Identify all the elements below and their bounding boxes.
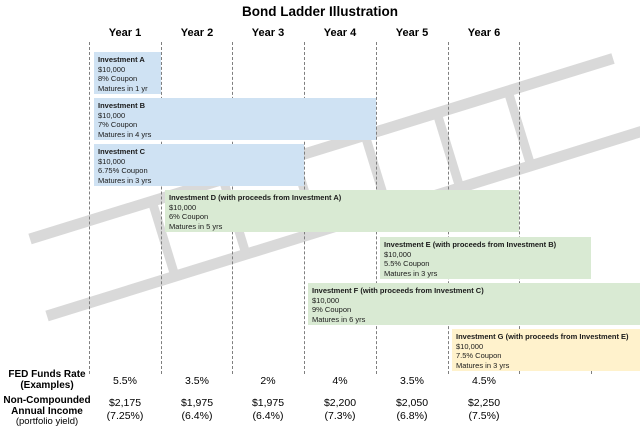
income-yield: (7.5%): [468, 409, 500, 422]
investment-coupon: 7.5% Coupon: [456, 351, 502, 361]
income-yield: (6.8%): [396, 409, 428, 422]
year-header-1: Year 1: [108, 27, 142, 39]
year-header-2: Year 2: [180, 27, 214, 39]
fed-funds-rate-label-line1: FED Funds Rate: [8, 369, 86, 380]
investment-maturity: Matures in 1 yr: [98, 83, 148, 93]
investment-amount: $10,000: [98, 110, 126, 120]
fed-funds-rate-label-line2: (Examples): [20, 379, 74, 391]
year-header-3: Year 3: [251, 27, 285, 39]
investment-coupon: 6.75% Coupon: [98, 166, 148, 176]
investment-title: Investment A: [98, 55, 145, 64]
fed-rate-year-6: 4.5%: [472, 375, 496, 387]
income-yield: (6.4%): [181, 409, 213, 422]
annual-income-label-line3: (portfolio yield): [15, 416, 79, 427]
investment-title: Investment E (with proceeds from Investm…: [384, 240, 557, 249]
fed-rate-year-5: 3.5%: [400, 375, 424, 387]
investment-block-g: Investment G (with proceeds from Investm…: [452, 329, 640, 371]
income-value: $2,200: [323, 397, 357, 409]
income-yield: (6.4%): [252, 409, 284, 422]
income-value: $2,050: [395, 397, 429, 409]
investment-maturity: Matures in 5 yrs: [169, 221, 223, 231]
income-year-4: $2,200 (7.3%): [304, 397, 376, 422]
income-year-2: $1,975 (6.4%): [161, 397, 233, 422]
investment-amount: $10,000: [98, 156, 126, 166]
income-year-1: $2,175 (7.25%): [89, 397, 161, 422]
investment-block-a: Investment A $10,000 8% Coupon Matures i…: [94, 52, 161, 94]
investment-title: Investment B: [98, 101, 146, 110]
investment-maturity: Matures in 6 yrs: [312, 314, 366, 324]
investment-amount: $10,000: [456, 341, 484, 351]
investment-maturity: Matures in 4 yrs: [98, 129, 152, 139]
fed-rate-year-4: 4%: [332, 375, 348, 387]
annual-income-label-line2: Annual Income: [11, 405, 83, 417]
investment-title: Investment D (with proceeds from Investm…: [169, 193, 342, 202]
investment-maturity: Matures in 3 yrs: [98, 175, 152, 185]
income-year-5: $2,050 (6.8%): [376, 397, 448, 422]
year-header-6: Year 6: [467, 27, 501, 39]
investment-block-f: Investment F (with proceeds from Investm…: [308, 283, 640, 325]
ladder-rail-top: [28, 53, 615, 245]
year-header-4: Year 4: [323, 27, 357, 39]
fed-rate-year-2: 3.5%: [185, 375, 209, 387]
income-year-6: $2,250 (7.5%): [448, 397, 520, 422]
income-value: $2,175: [108, 397, 142, 409]
investment-title: Investment F (with proceeds from Investm…: [312, 286, 484, 295]
income-year-3: $1,975 (6.4%): [232, 397, 304, 422]
investment-amount: $10,000: [169, 202, 197, 212]
fed-rate-year-1: 5.5%: [113, 375, 137, 387]
income-value: $2,250: [467, 397, 501, 409]
investment-block-e: Investment E (with proceeds from Investm…: [380, 237, 591, 279]
investment-coupon: 8% Coupon: [98, 74, 138, 84]
investment-coupon: 5.5% Coupon: [384, 259, 430, 269]
year-header-5: Year 5: [395, 27, 429, 39]
investment-amount: $10,000: [384, 249, 412, 259]
column-gridline: [519, 42, 520, 374]
ladder-rung: [147, 199, 180, 278]
annual-income-label: Non-Compounded Annual Income (portfolio …: [0, 395, 94, 428]
investment-amount: $10,000: [98, 64, 126, 74]
page-title: Bond Ladder Illustration: [241, 4, 398, 19]
income-value: $1,975: [251, 397, 285, 409]
investment-amount: $10,000: [312, 295, 340, 305]
investment-title: Investment C: [98, 147, 146, 156]
investment-coupon: 7% Coupon: [98, 120, 138, 130]
investment-maturity: Matures in 3 yrs: [456, 360, 510, 370]
investment-coupon: 6% Coupon: [169, 212, 209, 222]
investment-block-c: Investment C $10,000 6.75% Coupon Mature…: [94, 144, 304, 186]
fed-funds-rate-label: FED Funds Rate (Examples): [0, 369, 94, 391]
column-gridline: [89, 42, 90, 374]
income-yield: (7.3%): [324, 409, 356, 422]
investment-title: Investment G (with proceeds from Investm…: [456, 332, 629, 341]
investment-block-d: Investment D (with proceeds from Investm…: [165, 190, 519, 232]
annual-income-label-line1: Non-Compounded: [3, 395, 91, 406]
income-value: $1,975: [180, 397, 214, 409]
investment-coupon: 9% Coupon: [312, 305, 352, 315]
fed-rate-year-3: 2%: [260, 375, 276, 387]
income-yield: (7.25%): [106, 409, 144, 422]
investment-maturity: Matures in 3 yrs: [384, 268, 438, 278]
investment-block-b: Investment B $10,000 7% Coupon Matures i…: [94, 98, 376, 140]
column-gridline: [161, 42, 162, 374]
